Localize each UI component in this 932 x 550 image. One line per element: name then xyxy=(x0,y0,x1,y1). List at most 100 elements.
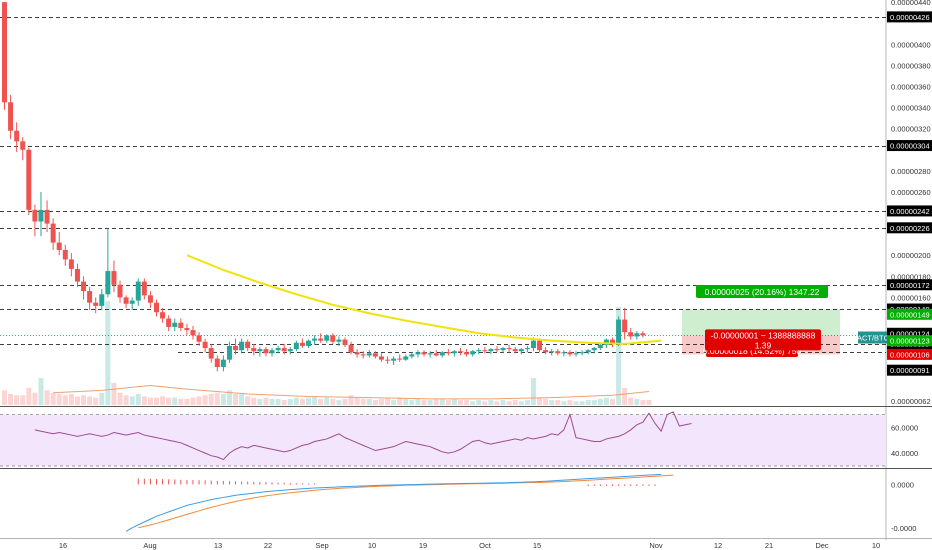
volume-bar xyxy=(372,400,378,405)
candle-body xyxy=(87,291,93,303)
volume-bar xyxy=(579,401,585,405)
volume-bar xyxy=(591,400,597,405)
candle-body xyxy=(348,344,354,353)
time-tick-label: 10 xyxy=(368,541,376,550)
level-price-tag-bg xyxy=(887,222,932,234)
volume-bar xyxy=(257,398,263,405)
volume-bars xyxy=(2,301,652,405)
volume-bar xyxy=(226,390,232,405)
volume-bar xyxy=(573,401,579,405)
volume-bar xyxy=(336,400,342,405)
candle-body xyxy=(640,333,646,336)
candle-body xyxy=(512,349,518,352)
price-tick-label: 0.00000380 xyxy=(891,61,931,70)
candle-body xyxy=(579,352,585,354)
level-price-tag-text: 0.00000226 xyxy=(890,224,930,233)
volume-bar xyxy=(269,398,275,405)
candle-body xyxy=(458,351,463,353)
time-axis: 16 Aug 13 22 Sep 10 19 Oct 15 Nov 12 21 Dec 10 xyxy=(59,541,880,550)
volume-bar xyxy=(439,398,445,405)
volume-bar xyxy=(603,397,609,405)
candle-body xyxy=(537,340,543,351)
candle-body xyxy=(2,2,7,103)
candle-body xyxy=(591,348,597,351)
price-tick-label: 0.00000280 xyxy=(891,167,931,176)
price-tick-label: 0.00000180 xyxy=(891,272,931,281)
volume-bar xyxy=(251,397,257,405)
time-tick-label: 15 xyxy=(533,541,541,550)
candle-body xyxy=(44,209,50,224)
volume-bar xyxy=(44,390,50,405)
candle-body xyxy=(494,349,500,351)
volume-bar xyxy=(597,398,603,405)
candle-body xyxy=(427,353,433,355)
candle-body xyxy=(293,342,299,350)
candle-body xyxy=(147,295,153,303)
volume-bar xyxy=(524,400,530,405)
volume-bar xyxy=(543,398,549,405)
candle-body xyxy=(549,351,555,353)
volume-bar xyxy=(160,396,166,405)
candle-body xyxy=(524,348,530,350)
volume-bar xyxy=(20,395,26,405)
macd-line xyxy=(125,473,662,532)
symbol-tag: ACT/BTC xyxy=(857,331,890,344)
macd-histogram xyxy=(137,478,656,486)
volume-bar xyxy=(32,392,38,405)
candle-body xyxy=(220,359,226,368)
volume-bar xyxy=(202,395,208,405)
volume-bar xyxy=(360,398,366,405)
volume-bar xyxy=(445,400,451,405)
candle-body xyxy=(397,358,403,360)
candle-body xyxy=(415,352,421,355)
volume-bar xyxy=(610,398,615,405)
candle-body xyxy=(312,338,318,341)
volume-bar xyxy=(640,400,646,405)
level-price-tag-text: 0.00000426 xyxy=(890,13,930,22)
candles xyxy=(2,2,646,372)
candle-body xyxy=(50,223,56,243)
time-tick-label: 10 xyxy=(872,541,880,550)
rsi-tick-label: 60.0000 xyxy=(891,423,918,432)
candle-body xyxy=(178,322,184,329)
volume-bar xyxy=(585,400,591,405)
level-price-tag-text: 0.00000304 xyxy=(890,142,930,151)
volume-bar xyxy=(220,394,226,405)
candle-body xyxy=(372,353,378,357)
volume-bar xyxy=(470,401,476,405)
position-target-label-text: 0.00000025 (20.16%) 1347.22 xyxy=(705,287,820,297)
level-price-tag-text: 0.00000242 xyxy=(890,207,930,216)
candle-body xyxy=(68,259,74,269)
volume-bar xyxy=(214,392,220,405)
price-tag-text: 0.00000149 xyxy=(890,310,930,319)
candle-body xyxy=(105,271,111,295)
candle-body xyxy=(99,294,105,306)
price-tag-bg xyxy=(887,308,932,320)
volume-bar xyxy=(415,398,421,405)
time-tick-label: 21 xyxy=(765,541,773,550)
candle-body xyxy=(470,351,476,355)
candle-body xyxy=(573,353,579,355)
volume-bar xyxy=(427,400,433,405)
volume-bar xyxy=(312,396,318,405)
position-ratio-text: 1.39 xyxy=(755,340,772,350)
level-price-tag: 0.00000226 xyxy=(887,222,932,234)
candle-body xyxy=(336,339,342,342)
volume-bar xyxy=(433,398,439,405)
candle-body xyxy=(464,352,470,355)
macd-lines xyxy=(125,473,674,532)
volume-bar xyxy=(293,397,299,405)
volume-bar xyxy=(622,387,628,405)
volume-bar xyxy=(488,400,494,405)
price-tag-bg xyxy=(887,348,932,360)
volume-bar xyxy=(464,400,470,405)
volume-bar xyxy=(476,400,482,405)
candle-body xyxy=(634,333,640,337)
level-price-tag: 0.00000242 xyxy=(887,205,932,217)
volume-bar xyxy=(129,396,135,405)
candle-body xyxy=(330,335,336,342)
price-tick-label: 0.00000062 xyxy=(891,397,931,406)
volume-bar xyxy=(87,396,93,405)
volume-bar xyxy=(147,397,153,405)
position-target-label-bg xyxy=(696,285,828,298)
